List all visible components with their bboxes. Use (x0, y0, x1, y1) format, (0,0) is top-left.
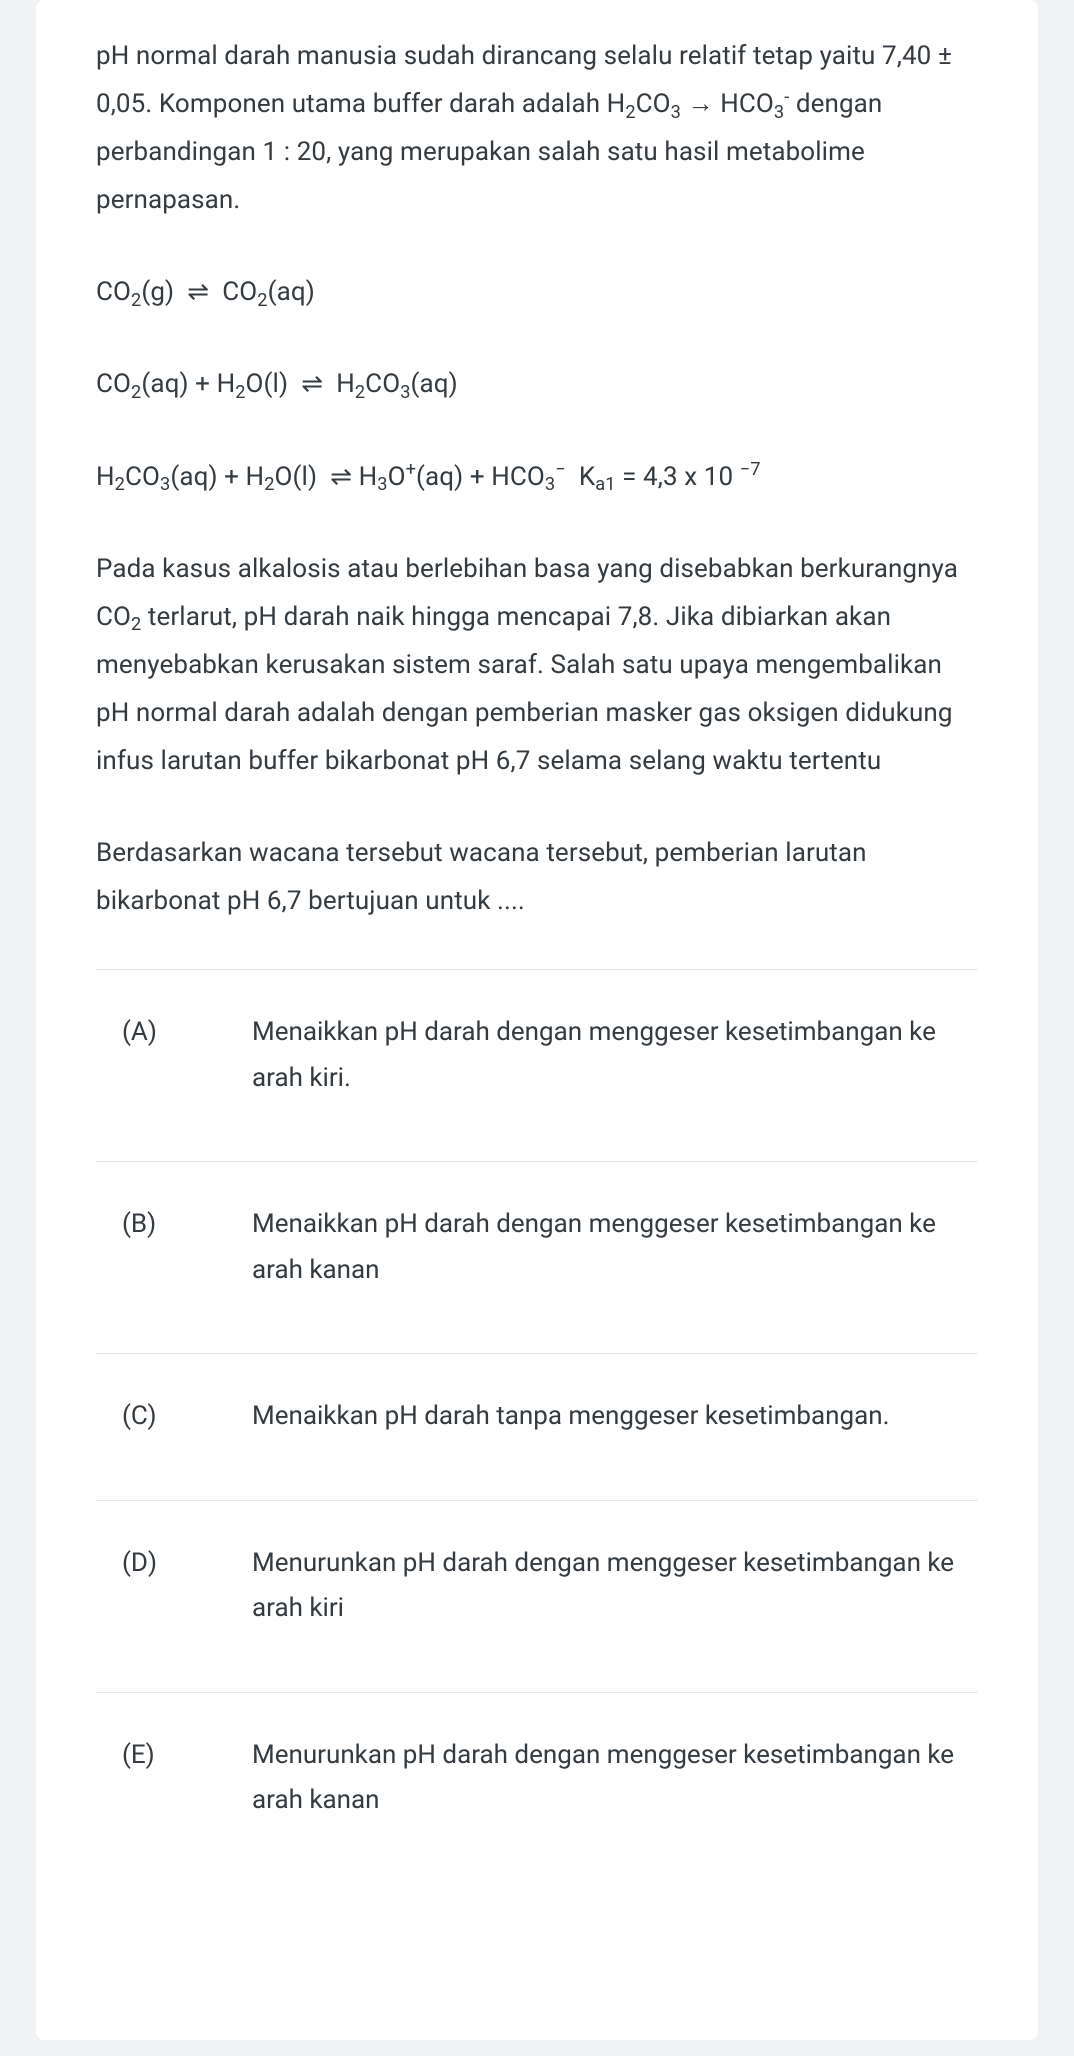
answer-option-c[interactable]: (C) Menaikkan pH darah tanpa menggeser k… (96, 1353, 978, 1500)
question-prompt: Berdasarkan wacana tersebut wacana terse… (96, 829, 978, 925)
answer-text: Menaikkan pH darah tanpa menggeser keset… (252, 1394, 978, 1440)
answer-option-d[interactable]: (D) Menurunkan pH darah dengan menggeser… (96, 1500, 978, 1692)
question-card: pH normal darah manusia sudah dirancang … (36, 0, 1038, 2040)
answer-letter: (E) (122, 1733, 252, 1779)
answer-option-e[interactable]: (E) Menurunkan pH darah dengan menggeser… (96, 1692, 978, 1884)
equation-3: H2CO3(aq) + H2O(l) ⇌ H3O+(aq) + HCO3− Ka… (96, 453, 978, 501)
equation-2: CO2(aq) + H2O(l) ⇌ H2CO3(aq) (96, 360, 978, 408)
answer-letter: (C) (122, 1394, 252, 1440)
passage-2: Pada kasus alkalosis atau berlebihan bas… (96, 545, 978, 785)
answer-text: Menaikkan pH darah dengan menggeser kese… (252, 1010, 978, 1101)
answer-letter: (A) (122, 1010, 252, 1056)
passage-1: pH normal darah manusia sudah dirancang … (96, 32, 978, 224)
answer-option-b[interactable]: (B) Menaikkan pH darah dengan menggeser … (96, 1161, 978, 1353)
answer-letter: (B) (122, 1202, 252, 1248)
answer-text: Menurunkan pH darah dengan menggeser kes… (252, 1733, 978, 1824)
page: pH normal darah manusia sudah dirancang … (0, 0, 1074, 2056)
answer-text: Menurunkan pH darah dengan menggeser kes… (252, 1541, 978, 1632)
answer-letter: (D) (122, 1541, 252, 1587)
answer-list: (A) Menaikkan pH darah dengan menggeser … (96, 969, 978, 1884)
answer-option-a[interactable]: (A) Menaikkan pH darah dengan menggeser … (96, 969, 978, 1161)
equation-1: CO2(g) ⇌ CO2(aq) (96, 268, 978, 316)
answer-text: Menaikkan pH darah dengan menggeser kese… (252, 1202, 978, 1293)
